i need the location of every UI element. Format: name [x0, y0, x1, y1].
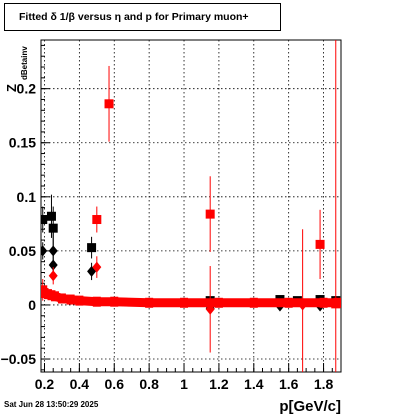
data-point — [333, 297, 341, 308]
data-point — [249, 297, 258, 308]
data-point — [41, 245, 48, 257]
data-point — [57, 293, 66, 304]
x-tick-label: 0.8 — [139, 376, 159, 392]
y-tick-label: 0.2 — [17, 81, 37, 97]
data-point — [48, 270, 58, 282]
data-point — [50, 291, 59, 302]
data-point — [92, 261, 102, 273]
y-tick-label: 0.15 — [9, 135, 36, 151]
data-point — [48, 245, 58, 257]
data-point — [205, 209, 215, 219]
x-tick-label: 1.4 — [244, 376, 264, 392]
data-point — [48, 223, 58, 233]
data-point — [319, 297, 328, 308]
x-tick-label: 0.4 — [70, 376, 90, 392]
data-point — [46, 211, 56, 221]
data-point — [315, 239, 325, 249]
y-tick-label: 0.1 — [17, 189, 37, 205]
timestamp: Sat Jun 28 13:50:29 2025 — [4, 400, 99, 409]
y-axis-title: Z — [4, 84, 19, 92]
x-tick-label: 1.6 — [279, 376, 299, 392]
x-tick-label: 1.8 — [314, 376, 334, 392]
data-point — [180, 297, 189, 308]
y-tick-label: 0 — [28, 297, 36, 313]
data-point — [48, 259, 58, 271]
y-axis-subtitle: dBetainv — [20, 46, 29, 80]
data-point — [92, 215, 102, 225]
data-point — [92, 296, 101, 307]
data-point — [284, 297, 293, 308]
data-point — [110, 296, 119, 307]
y-tick-label: −0.05 — [1, 351, 37, 367]
data-point — [66, 294, 75, 305]
x-tick-label: 0.2 — [35, 376, 55, 392]
data-point — [41, 215, 48, 225]
x-axis-title: p[GeV/c] — [279, 398, 341, 414]
plot-frame — [40, 39, 342, 373]
x-tick-label: 1 — [180, 376, 188, 392]
data-point — [214, 297, 223, 308]
data-point — [87, 243, 97, 253]
data-point — [145, 297, 154, 308]
data-point — [75, 295, 84, 306]
y-tick-label: 0.05 — [9, 243, 36, 259]
chart-title: Fitted δ 1/β versus η and p for Primary … — [4, 3, 281, 31]
data-point — [104, 99, 114, 109]
x-tick-label: 0.6 — [105, 376, 125, 392]
x-tick-label: 1.2 — [209, 376, 229, 392]
